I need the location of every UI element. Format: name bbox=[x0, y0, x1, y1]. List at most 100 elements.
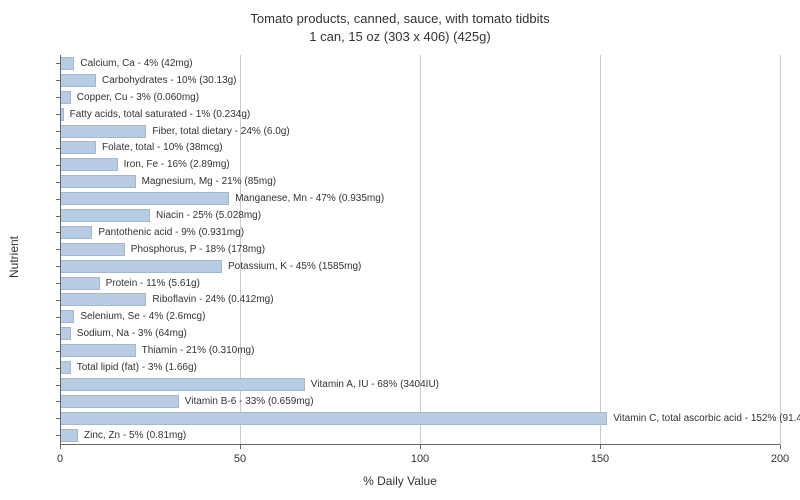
bar-label: Potassium, K - 45% (1585mg) bbox=[224, 261, 361, 272]
bar bbox=[60, 175, 136, 188]
bar-label: Vitamin B-6 - 33% (0.659mg) bbox=[181, 396, 314, 407]
bar-label: Carbohydrates - 10% (30.13g) bbox=[98, 75, 237, 86]
y-tick bbox=[56, 232, 60, 233]
bar-label: Phosphorus, P - 18% (178mg) bbox=[127, 244, 265, 255]
bar-row: Vitamin B-6 - 33% (0.659mg) bbox=[60, 393, 780, 410]
bar bbox=[60, 158, 118, 171]
y-tick bbox=[56, 351, 60, 352]
bar-label: Manganese, Mn - 47% (0.935mg) bbox=[231, 193, 384, 204]
bar-label: Fatty acids, total saturated - 1% (0.234… bbox=[66, 109, 251, 120]
title-line-1: Tomato products, canned, sauce, with tom… bbox=[0, 10, 800, 28]
bar bbox=[60, 412, 607, 425]
y-tick bbox=[56, 283, 60, 284]
bar-row: Pantothenic acid - 9% (0.931mg) bbox=[60, 224, 780, 241]
bar bbox=[60, 243, 125, 256]
y-tick bbox=[56, 63, 60, 64]
bar-row: Magnesium, Mg - 21% (85mg) bbox=[60, 173, 780, 190]
bar bbox=[60, 91, 71, 104]
bar-row: Selenium, Se - 4% (2.6mcg) bbox=[60, 308, 780, 325]
bar-row: Protein - 11% (5.61g) bbox=[60, 275, 780, 292]
x-tick bbox=[60, 445, 61, 449]
chart-title: Tomato products, canned, sauce, with tom… bbox=[0, 0, 800, 54]
bar-row: Thiamin - 21% (0.310mg) bbox=[60, 342, 780, 359]
bar-row: Copper, Cu - 3% (0.060mg) bbox=[60, 89, 780, 106]
bar-label: Thiamin - 21% (0.310mg) bbox=[138, 345, 255, 356]
bar-label: Folate, total - 10% (38mcg) bbox=[98, 142, 223, 153]
x-tick bbox=[780, 445, 781, 449]
y-tick bbox=[56, 148, 60, 149]
bar-label: Magnesium, Mg - 21% (85mg) bbox=[138, 176, 277, 187]
bar-label: Niacin - 25% (5.028mg) bbox=[152, 210, 261, 221]
bar bbox=[60, 57, 74, 70]
title-line-2: 1 can, 15 oz (303 x 406) (425g) bbox=[0, 28, 800, 46]
x-tick bbox=[240, 445, 241, 449]
x-tick bbox=[420, 445, 421, 449]
bar bbox=[60, 293, 146, 306]
bar-row: Calcium, Ca - 4% (42mg) bbox=[60, 55, 780, 72]
y-axis-title: Nutrient bbox=[7, 236, 21, 278]
y-tick bbox=[56, 368, 60, 369]
gridline bbox=[780, 55, 781, 445]
bar-row: Folate, total - 10% (38mcg) bbox=[60, 139, 780, 156]
bar bbox=[60, 277, 100, 290]
y-tick bbox=[56, 80, 60, 81]
bar-label: Vitamin A, IU - 68% (3404IU) bbox=[307, 379, 439, 390]
y-tick bbox=[56, 418, 60, 419]
y-tick bbox=[56, 249, 60, 250]
x-tick-label: 100 bbox=[411, 453, 429, 465]
bar-label: Vitamin C, total ascorbic acid - 152% (9… bbox=[609, 413, 800, 424]
bar bbox=[60, 429, 78, 442]
bar-row: Iron, Fe - 16% (2.89mg) bbox=[60, 156, 780, 173]
y-tick bbox=[56, 435, 60, 436]
bar-row: Potassium, K - 45% (1585mg) bbox=[60, 258, 780, 275]
bar bbox=[60, 327, 71, 340]
y-tick bbox=[56, 97, 60, 98]
bar-row: Vitamin C, total ascorbic acid - 152% (9… bbox=[60, 410, 780, 427]
bar-label: Riboflavin - 24% (0.412mg) bbox=[148, 294, 273, 305]
bar-row: Zinc, Zn - 5% (0.81mg) bbox=[60, 427, 780, 444]
y-tick bbox=[56, 317, 60, 318]
y-tick bbox=[56, 199, 60, 200]
bar bbox=[60, 209, 150, 222]
bar-row: Fatty acids, total saturated - 1% (0.234… bbox=[60, 106, 780, 123]
bar bbox=[60, 226, 92, 239]
bar bbox=[60, 395, 179, 408]
bar-row: Fiber, total dietary - 24% (6.0g) bbox=[60, 123, 780, 140]
bar-label: Calcium, Ca - 4% (42mg) bbox=[76, 58, 192, 69]
x-tick-label: 0 bbox=[57, 453, 63, 465]
y-tick bbox=[56, 131, 60, 132]
y-tick bbox=[56, 182, 60, 183]
bar-label: Sodium, Na - 3% (64mg) bbox=[73, 328, 187, 339]
bar-label: Copper, Cu - 3% (0.060mg) bbox=[73, 92, 199, 103]
bar-row: Sodium, Na - 3% (64mg) bbox=[60, 325, 780, 342]
bar bbox=[60, 378, 305, 391]
y-tick bbox=[56, 216, 60, 217]
bar bbox=[60, 74, 96, 87]
bar-label: Zinc, Zn - 5% (0.81mg) bbox=[80, 430, 186, 441]
bar-row: Phosphorus, P - 18% (178mg) bbox=[60, 241, 780, 258]
bar-row: Riboflavin - 24% (0.412mg) bbox=[60, 291, 780, 308]
bar bbox=[60, 310, 74, 323]
x-axis-title: % Daily Value bbox=[363, 474, 437, 488]
plot-area: Calcium, Ca - 4% (42mg) Carbohydrates - 1… bbox=[60, 55, 780, 445]
x-tick-label: 150 bbox=[591, 453, 609, 465]
bar-label: Total lipid (fat) - 3% (1.66g) bbox=[73, 362, 197, 373]
bar-row: Total lipid (fat) - 3% (1.66g) bbox=[60, 359, 780, 376]
bar-label: Protein - 11% (5.61g) bbox=[102, 278, 200, 289]
bar-label: Fiber, total dietary - 24% (6.0g) bbox=[148, 126, 289, 137]
x-tick-label: 50 bbox=[234, 453, 246, 465]
bar-label: Pantothenic acid - 9% (0.931mg) bbox=[94, 227, 244, 238]
bar-label: Iron, Fe - 16% (2.89mg) bbox=[120, 159, 230, 170]
bar-row: Manganese, Mn - 47% (0.935mg) bbox=[60, 190, 780, 207]
y-tick bbox=[56, 334, 60, 335]
y-tick bbox=[56, 385, 60, 386]
bar-row: Carbohydrates - 10% (30.13g) bbox=[60, 72, 780, 89]
bar bbox=[60, 361, 71, 374]
y-tick bbox=[56, 165, 60, 166]
bar bbox=[60, 260, 222, 273]
bar-row: Niacin - 25% (5.028mg) bbox=[60, 207, 780, 224]
bar bbox=[60, 344, 136, 357]
x-tick-label: 200 bbox=[771, 453, 789, 465]
y-tick bbox=[56, 300, 60, 301]
bar-label: Selenium, Se - 4% (2.6mcg) bbox=[76, 311, 205, 322]
